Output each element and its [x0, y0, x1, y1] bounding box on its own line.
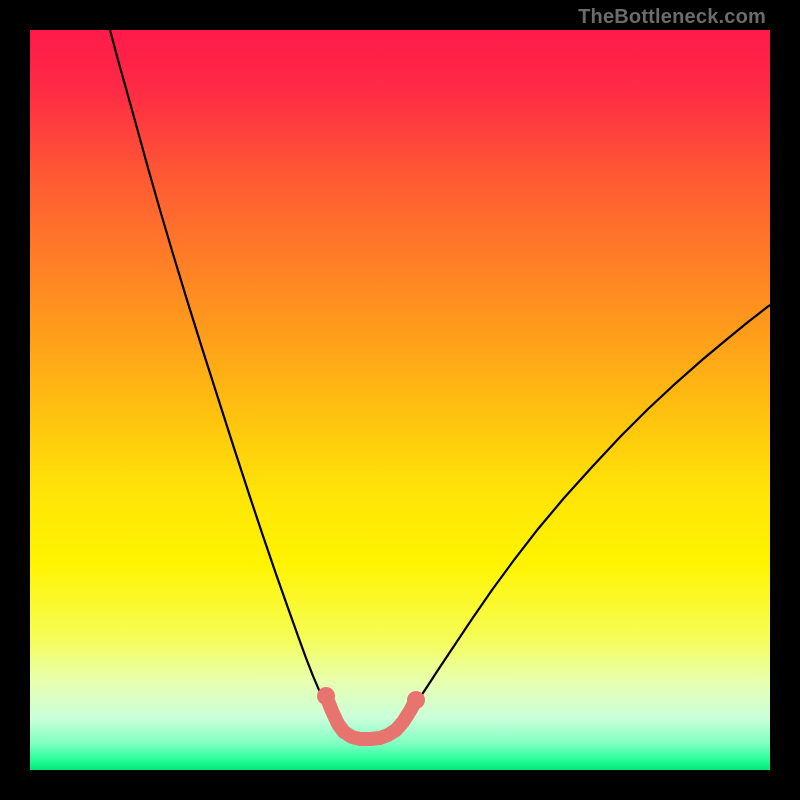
chart-frame: TheBottleneck.com — [0, 0, 800, 800]
left-curve — [110, 30, 339, 731]
pink-dot-left — [317, 687, 335, 705]
pink-band — [326, 696, 416, 739]
curve-layer — [30, 30, 770, 770]
pink-dot-right — [407, 691, 425, 709]
right-curve — [396, 305, 770, 731]
watermark-text: TheBottleneck.com — [578, 6, 766, 29]
plot-area — [30, 30, 770, 770]
